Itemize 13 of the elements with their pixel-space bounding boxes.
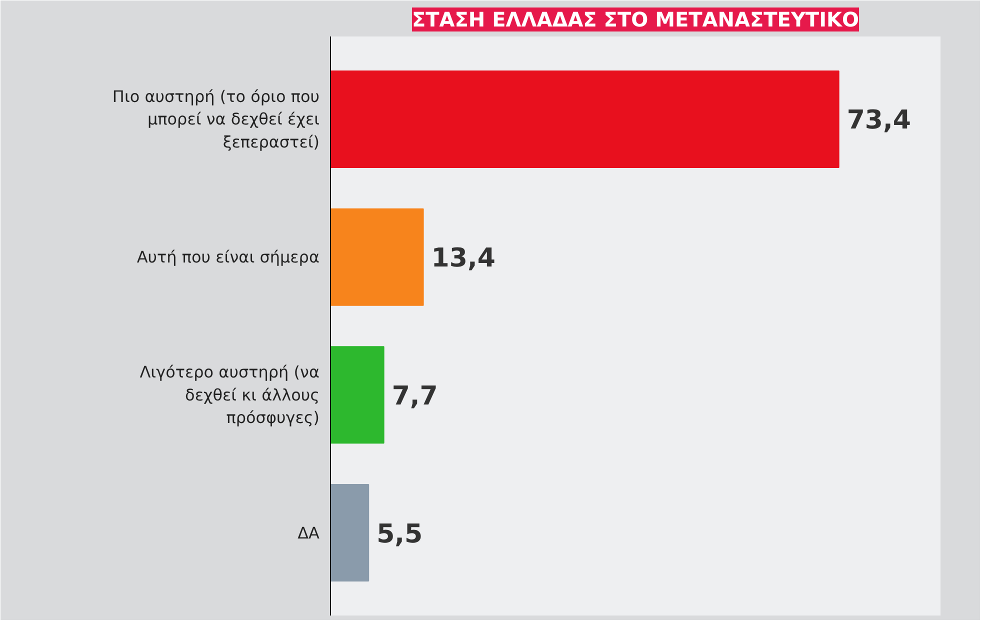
y-tick-label: Αυτή που είναι σήμερα	[136, 248, 320, 267]
bar	[330, 484, 370, 582]
y-tick-label: Πιο αυστηρή (το όριο που μπορεί να δεχθεί έχει ξεπεραστεί)	[112, 86, 320, 152]
bar	[330, 70, 840, 168]
data-label: 5,5	[376, 519, 423, 550]
bar	[330, 346, 384, 444]
data-label: 73,4	[846, 106, 911, 136]
chart-title: ΣΤΑΣΗ ΕΛΛΑΔΑΣ ΣΤΟ ΜΕΤΑΝΑΣΤΕΥΤΙΚΟ	[412, 8, 860, 32]
y-tick-label: ΔΑ	[298, 523, 320, 542]
y-tick-label: Λιγότερο αυστηρή (να δεχθεί κι άλλους πρόσφυγες)	[140, 362, 320, 428]
bar	[330, 208, 424, 306]
data-label: 7,7	[392, 381, 438, 412]
data-label: 13,4	[431, 244, 496, 274]
